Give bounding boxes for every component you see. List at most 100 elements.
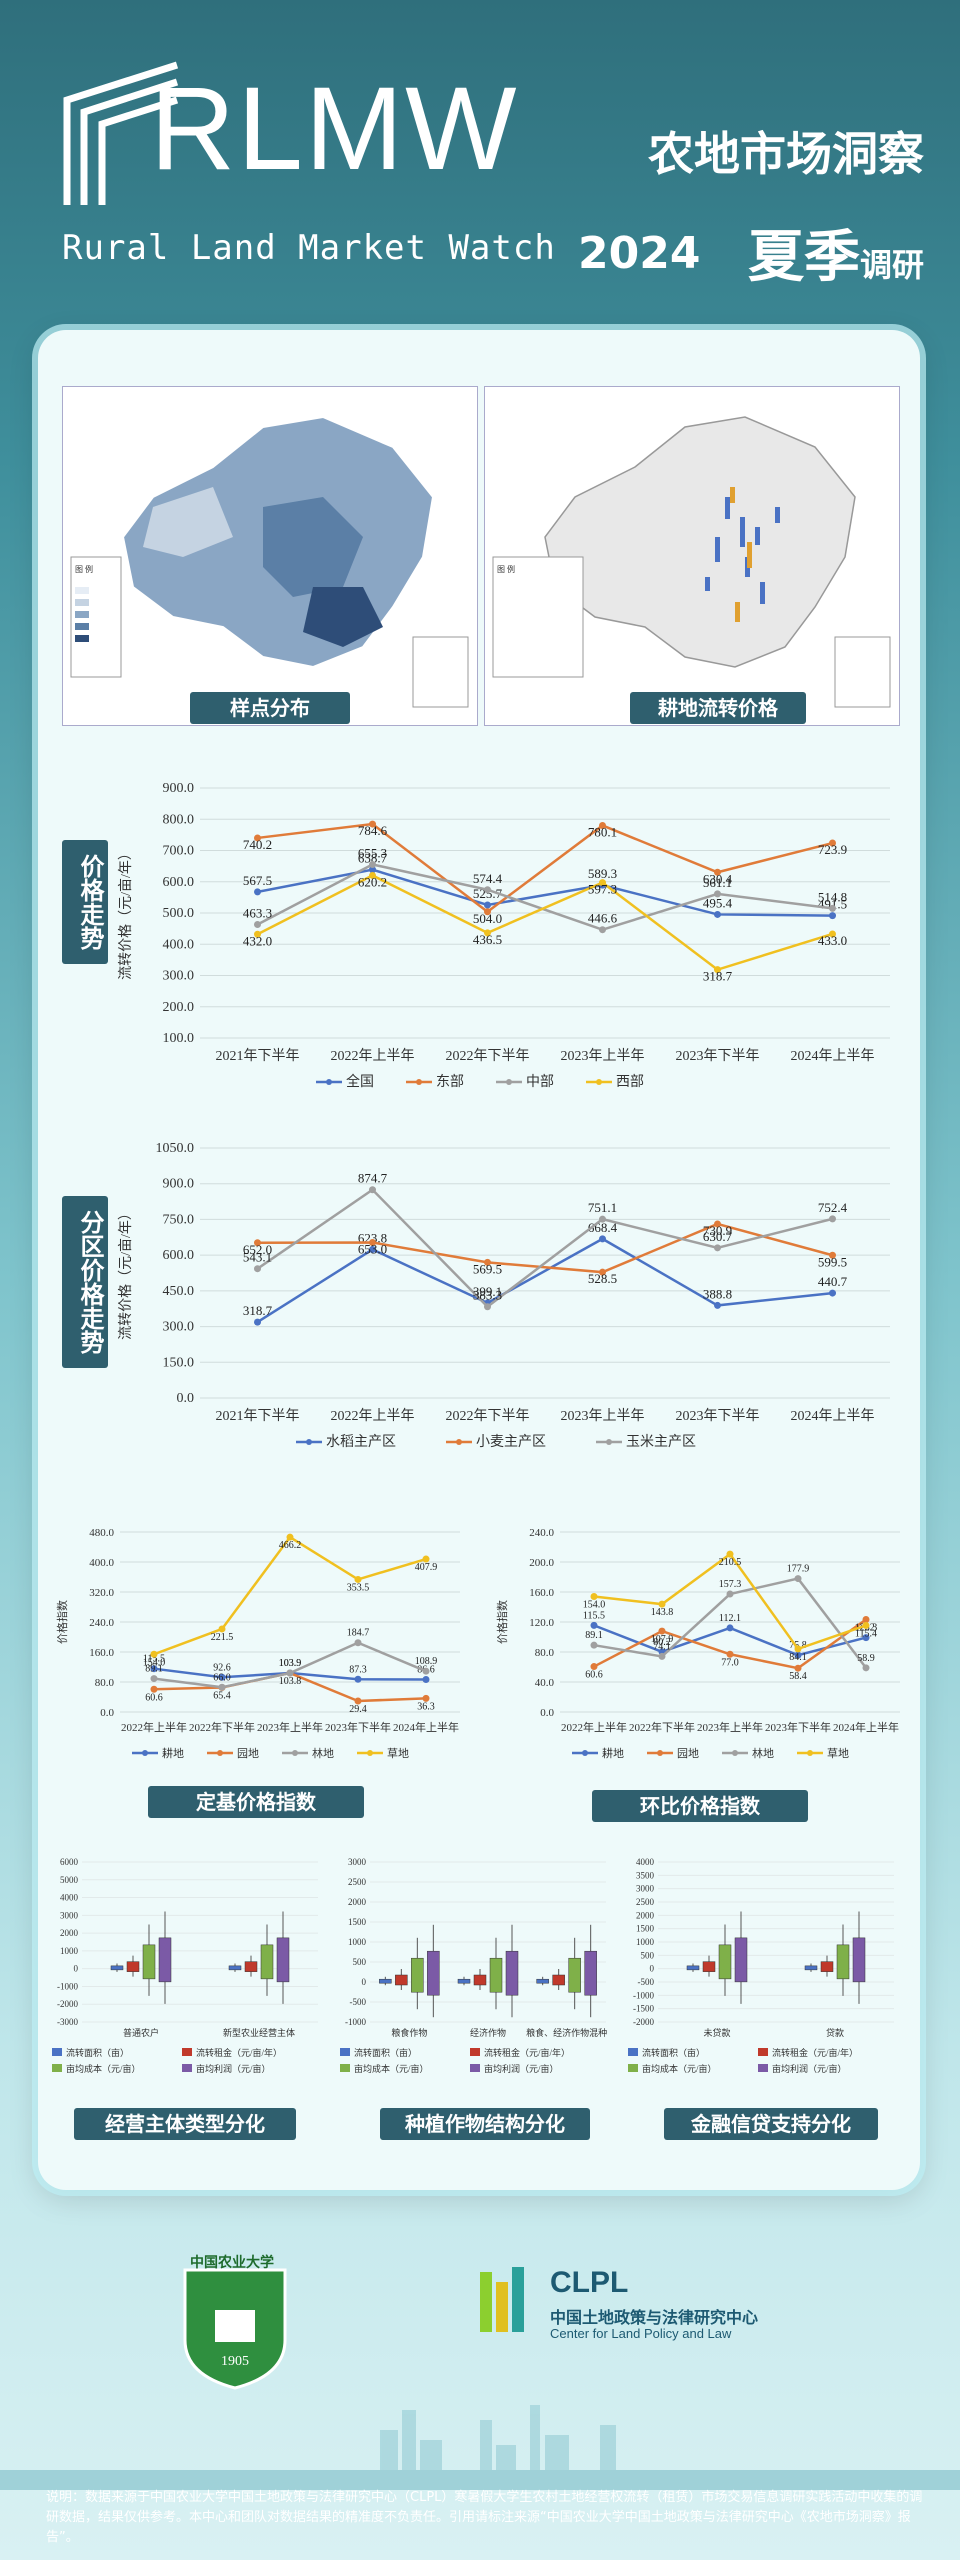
data-label: 157.3 <box>719 1579 742 1590</box>
legend-label: 亩均利润（元/亩） <box>484 2063 559 2074</box>
data-point <box>714 910 721 918</box>
legend-marker <box>217 1750 223 1756</box>
y-tick-label: 2000 <box>636 1910 655 1920</box>
data-label: 784.6 <box>358 823 388 838</box>
y-tick-label: 3000 <box>348 1857 367 1867</box>
data-point <box>150 1685 158 1693</box>
x-tick-label: 2022年下半年 <box>629 1720 695 1734</box>
data-label: 383.3 <box>473 1288 502 1303</box>
data-point <box>150 1665 158 1673</box>
data-label: 184.7 <box>347 1628 370 1639</box>
box-rect <box>505 1950 519 1996</box>
box-panel-credit: 4000 3500 3000 2500 2000 1500 1000 500 0 -500 -100… <box>628 1857 894 2074</box>
data-point <box>369 860 376 868</box>
data-point <box>150 1675 158 1683</box>
box-rect <box>228 1965 242 1971</box>
data-label: 77.0 <box>721 1657 739 1668</box>
y-tick-label: 500.0 <box>163 906 195 921</box>
box-rect <box>395 1974 408 1986</box>
data-label: 567.5 <box>243 873 272 888</box>
box-rect <box>260 1944 274 1980</box>
legend-swatch <box>628 2064 638 2072</box>
series-line <box>256 1188 833 1309</box>
data-point <box>590 1593 598 1600</box>
data-label: 436.5 <box>473 932 502 947</box>
y-tick-label: 600.0 <box>163 875 195 890</box>
legend-label: 园地 <box>237 1747 259 1760</box>
y-tick-label: 1000 <box>60 1946 79 1956</box>
box-rect <box>718 1944 732 1980</box>
legend-label: 耕地 <box>162 1746 184 1760</box>
data-label: 655.3 <box>358 845 387 860</box>
y-tick-label: 100.0 <box>163 1031 195 1046</box>
data-point <box>484 1303 491 1311</box>
svg-text:图 例: 图 例 <box>75 564 93 574</box>
data-label: 103.9 <box>279 1658 302 1669</box>
data-label: 543.1 <box>243 1250 272 1265</box>
series-line <box>256 874 833 972</box>
data-label: 36.3 <box>417 1701 435 1712</box>
data-point <box>726 1590 734 1598</box>
data-point <box>862 1616 870 1624</box>
cau-name: 中国农业大学 <box>190 2255 274 2271</box>
x-tick-label: 2023年下半年 <box>676 1048 760 1064</box>
y-tick-label: 400.0 <box>89 1557 114 1569</box>
legend-swatch <box>470 2064 480 2072</box>
data-label: 751.1 <box>588 1200 617 1215</box>
legend-label: 玉米主产区 <box>626 1434 696 1450</box>
x-tick-label: 2021年下半年 <box>216 1408 300 1424</box>
clpl-logo: CLPL 中国土地政策与法律研究中心 Center for Land Polic… <box>470 2262 830 2352</box>
y-tick-label: 0.0 <box>177 1391 195 1406</box>
y-tick-label: 900.0 <box>163 1177 195 1192</box>
data-point <box>254 1239 261 1247</box>
data-point <box>599 1235 606 1243</box>
data-point <box>794 1575 802 1583</box>
x-tick-label: 2022年下半年 <box>446 1408 530 1424</box>
y-tick-label: 700.0 <box>163 844 195 859</box>
header: RLMW Rural Land Market Watch 农地市场洞察 2024… <box>0 0 960 320</box>
y-tick-label: -500 <box>350 1997 367 2007</box>
group-label: 经济作物 <box>470 2027 506 2038</box>
y-tick-label: 0 <box>650 1964 655 1974</box>
box-rect <box>473 1974 487 1986</box>
zone-trend-chart: 0.0 150.0 300.0 450.0 600.0 750.0 900.0 1050.0 2… <box>117 1141 890 1450</box>
box-rect <box>110 1965 124 1971</box>
y-tick-label: 400.0 <box>163 937 195 952</box>
fixed-index-chart: 0.0 80.0 160.0 240.0 320.0 400.0 480.0 2022年上半年… <box>55 1527 460 1760</box>
y-tick-label: 900.0 <box>163 781 195 796</box>
report-season: 夏季调研 <box>747 225 924 290</box>
y-tick-label: 120.0 <box>529 1617 554 1629</box>
legend-marker <box>306 1439 312 1445</box>
data-label: 89.1 <box>585 1630 603 1641</box>
data-label: 115.4 <box>855 1628 877 1639</box>
x-tick-label: 2023年上半年 <box>257 1720 323 1734</box>
data-label: 599.5 <box>818 1254 847 1269</box>
data-point <box>422 1694 430 1702</box>
data-point <box>484 1258 491 1266</box>
legend-label: 亩均成本（元/亩） <box>66 2063 141 2074</box>
data-point <box>354 1575 362 1583</box>
data-point <box>254 1318 261 1326</box>
box-rect <box>552 1974 565 1986</box>
data-label: 60.6 <box>145 1692 163 1703</box>
svg-text:1905: 1905 <box>221 2354 249 2369</box>
y-tick-label: 4000 <box>60 1893 79 1903</box>
data-point <box>484 886 491 894</box>
y-tick-label: 500 <box>353 1957 367 1967</box>
data-point <box>862 1621 870 1629</box>
data-label: 74.1 <box>653 1641 671 1652</box>
sample-distribution-map: 图 例 <box>62 386 478 726</box>
y-axis-label: 价格指数 <box>495 1600 509 1644</box>
x-tick-label: 2023年上半年 <box>697 1720 763 1734</box>
box-label-crop: 种植作物结构分化 <box>380 2108 590 2140</box>
legend-swatch <box>182 2048 192 2056</box>
chain-index-label: 环比价格指数 <box>592 1790 808 1822</box>
legend-marker <box>657 1750 663 1756</box>
y-tick-label: 200.0 <box>529 1557 554 1569</box>
y-tick-label: 240.0 <box>89 1617 114 1629</box>
y-tick-label: 750.0 <box>163 1212 195 1227</box>
legend-marker <box>326 1079 332 1085</box>
data-label: 561.1 <box>703 875 732 890</box>
y-tick-label: 1000 <box>636 1937 655 1947</box>
